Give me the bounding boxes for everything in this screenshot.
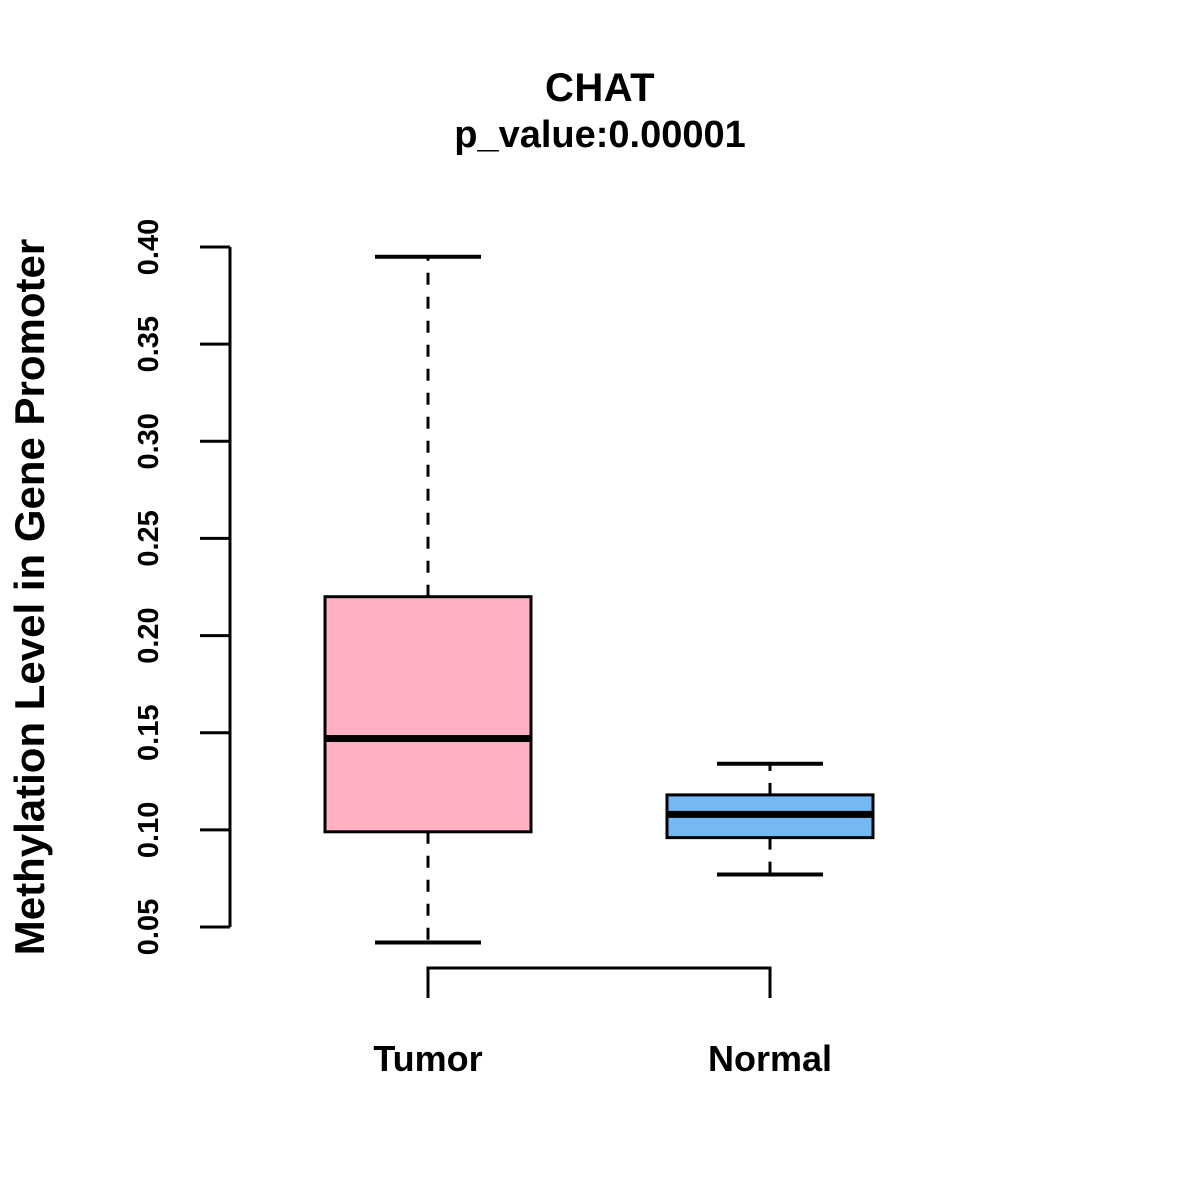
chart-subtitle-pvalue: p_value:0.00001 [454,114,746,156]
y-tick-label: 0.15 [133,704,165,760]
chart-title: CHAT [544,66,656,110]
y-tick-label: 0.25 [133,510,165,566]
y-tick-label: 0.30 [133,413,165,469]
y-tick-label: 0.35 [133,316,165,372]
y-tick-label: 0.05 [133,899,165,955]
x-tick-label-tumor: Tumor [373,1038,483,1079]
comparison-bracket [426,966,772,998]
iqr-box-tumor [323,595,533,834]
x-tick-label-normal: Normal [707,1038,833,1079]
y-tick-label: 0.20 [133,607,165,663]
y-tick-label: 0.10 [133,802,165,858]
y-tick-label: 0.40 [133,219,165,275]
